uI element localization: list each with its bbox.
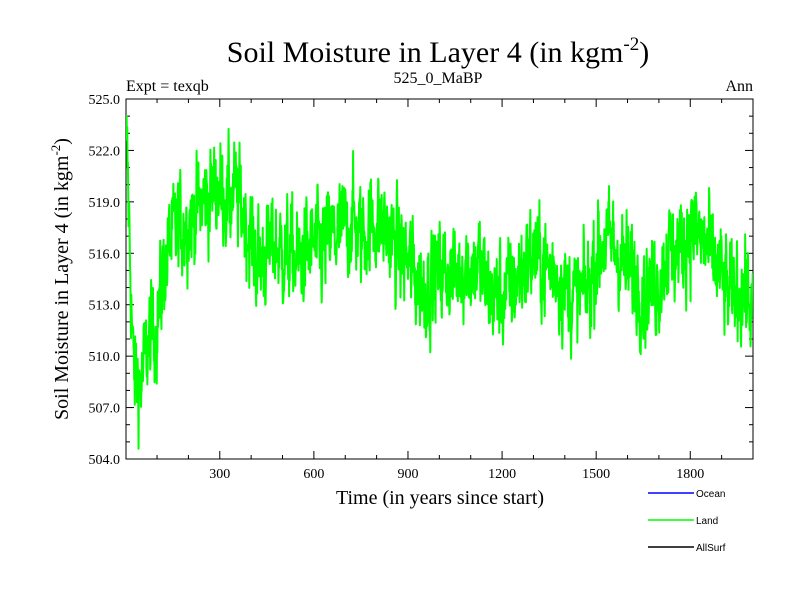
series-line-land xyxy=(126,115,753,450)
y-axis-label-superscript: -2 xyxy=(48,145,63,156)
x-axis: 300 600 900 1200 1500 1800 xyxy=(156,99,723,482)
y-tick-label: 510.0 xyxy=(89,350,121,365)
y-tick-label: 516.0 xyxy=(89,247,121,262)
y-tick-label: 522.0 xyxy=(89,144,121,159)
period-label: 525_0_MaBP xyxy=(394,70,483,87)
x-tick-label: 600 xyxy=(303,467,324,482)
legend-label-allsurf: AllSurf xyxy=(696,543,726,554)
season-label: Ann xyxy=(725,78,753,95)
y-axis-label: Soil Moisture in Layer 4 (in kgm-2) xyxy=(48,138,73,420)
chart-title-superscript: -2 xyxy=(623,34,639,55)
chart-title: Soil Moisture in Layer 4 (in kgm-2) xyxy=(227,34,649,69)
series-layer xyxy=(126,115,753,450)
y-tick-label: 513.0 xyxy=(89,299,121,314)
experiment-label: Expt = texqb xyxy=(126,78,209,95)
chart-title-main: Soil Moisture in Layer 4 (in kgm xyxy=(227,36,624,69)
x-axis-label: Time (in years since start) xyxy=(336,487,544,509)
y-tick-label: 507.0 xyxy=(89,402,121,417)
legend: Ocean Land AllSurf xyxy=(648,489,726,554)
legend-label-ocean: Ocean xyxy=(696,489,725,500)
x-tick-label: 1200 xyxy=(488,467,516,482)
y-axis-label-main: Soil Moisture in Layer 4 (in kgm xyxy=(51,155,73,420)
x-tick-label: 1500 xyxy=(582,467,610,482)
y-axis-label-close: ) xyxy=(51,138,73,145)
x-tick-label: 1800 xyxy=(676,467,704,482)
x-tick-label: 300 xyxy=(209,467,230,482)
x-tick-label: 900 xyxy=(397,467,418,482)
y-tick-label: 525.0 xyxy=(89,93,121,108)
y-axis: 504.0 507.0 510.0 513.0 516.0 519.0 522.0 525.0 xyxy=(89,93,753,468)
chart-title-close: ) xyxy=(639,36,649,69)
legend-label-land: Land xyxy=(696,516,718,527)
y-tick-label: 519.0 xyxy=(89,196,121,211)
y-tick-label: 504.0 xyxy=(89,453,121,468)
